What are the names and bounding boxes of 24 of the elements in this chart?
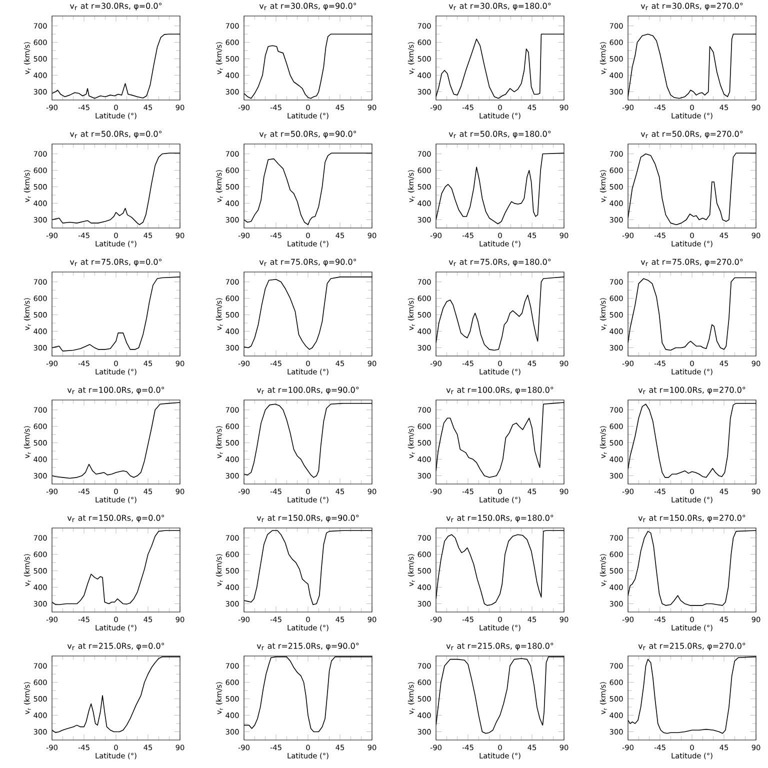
chart-title: v$_{r}$ at r=215.0Rs, φ=270.0° <box>638 642 746 650</box>
chart-title: v$_{r}$ at r=30.0Rs, φ=0.0° <box>70 2 162 10</box>
chart-title: v$_{r}$ at r=30.0Rs, φ=90.0° <box>259 2 356 10</box>
chart-title: v$_{r}$ at r=30.0Rs, φ=270.0° <box>640 2 743 10</box>
chart-title: v$_{r}$ at r=215.0Rs, φ=0.0° <box>67 642 164 650</box>
chart-title: v$_{r}$ at r=75.0Rs, φ=180.0° <box>448 258 551 266</box>
chart-title: v$_{r}$ at r=50.0Rs, φ=0.0° <box>70 130 162 138</box>
chart-title: v$_{r}$ at r=100.0Rs, φ=180.0° <box>446 386 554 394</box>
chart-title: v$_{r}$ at r=150.0Rs, φ=270.0° <box>638 514 746 522</box>
chart-title: v$_{r}$ at r=100.0Rs, φ=90.0° <box>256 386 359 394</box>
chart-title: v$_{r}$ at r=75.0Rs, φ=270.0° <box>640 258 743 266</box>
chart-title: v$_{r}$ at r=215.0Rs, φ=180.0° <box>446 642 554 650</box>
chart-title: v$_{r}$ at r=100.0Rs, φ=270.0° <box>638 386 746 394</box>
chart-title: v$_{r}$ at r=50.0Rs, φ=180.0° <box>448 130 551 138</box>
chart-title: v$_{r}$ at r=30.0Rs, φ=180.0° <box>448 2 551 10</box>
chart-title: v$_{r}$ at r=215.0Rs, φ=90.0° <box>256 642 359 650</box>
chart-title: v$_{r}$ at r=75.0Rs, φ=0.0° <box>70 258 162 266</box>
chart-title: v$_{r}$ at r=150.0Rs, φ=180.0° <box>446 514 554 522</box>
chart-title: v$_{r}$ at r=150.0Rs, φ=0.0° <box>67 514 164 522</box>
chart-title: v$_{r}$ at r=50.0Rs, φ=270.0° <box>640 130 743 138</box>
chart-title: v$_{r}$ at r=50.0Rs, φ=90.0° <box>259 130 356 138</box>
chart-title: v$_{r}$ at r=150.0Rs, φ=90.0° <box>256 514 359 522</box>
chart-title: v$_{r}$ at r=75.0Rs, φ=90.0° <box>259 258 356 266</box>
chart-title: v$_{r}$ at r=100.0Rs, φ=0.0° <box>67 386 164 394</box>
